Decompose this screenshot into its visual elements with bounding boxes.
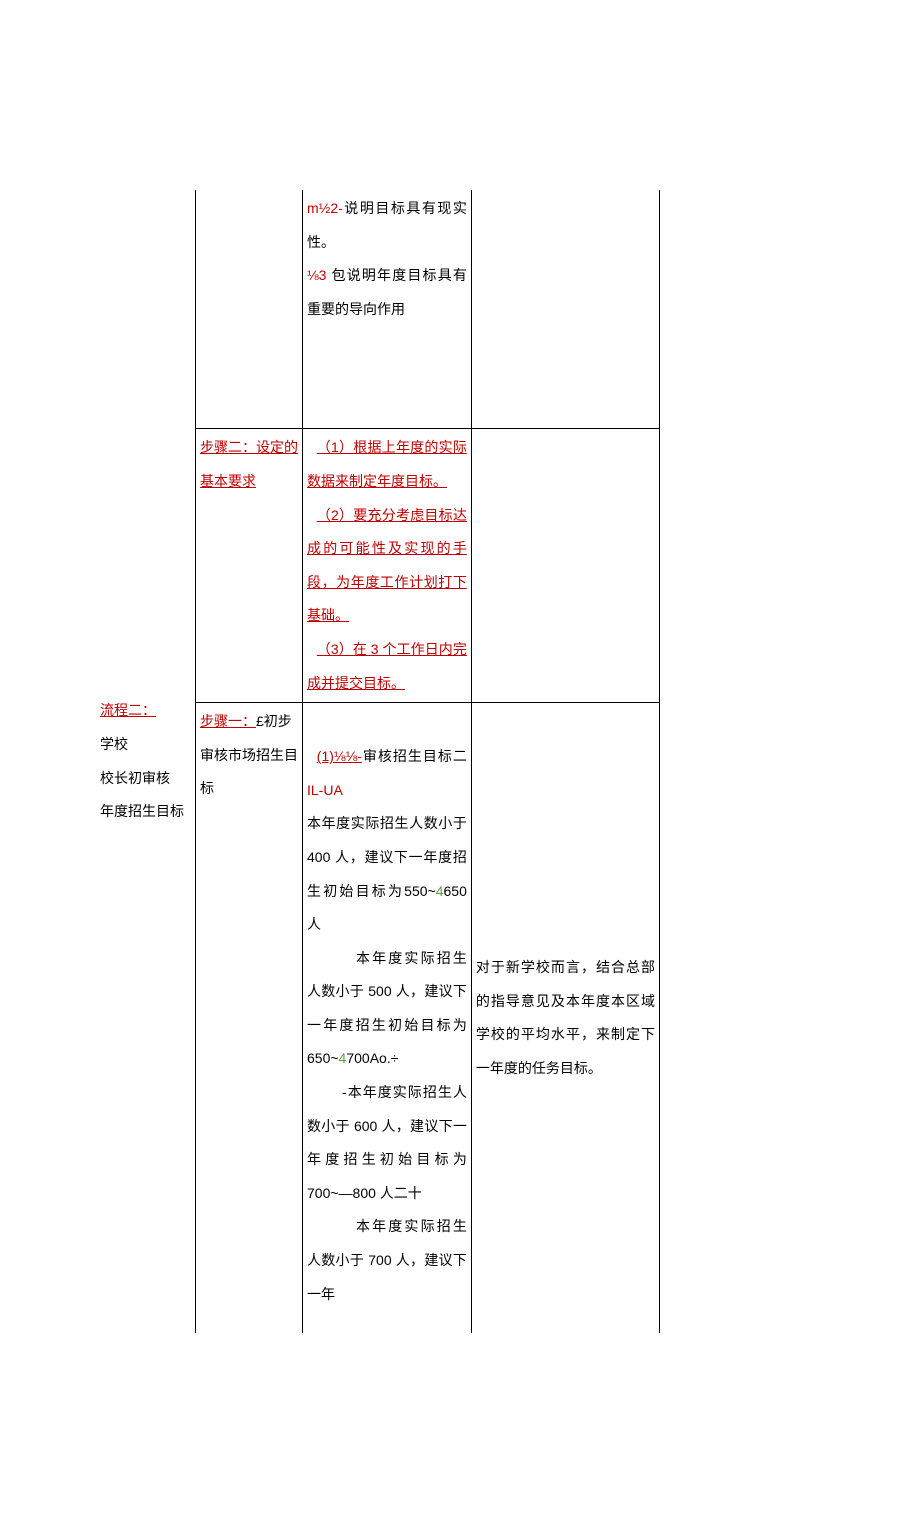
step1-link[interactable]: 步骤一： bbox=[200, 713, 256, 729]
row3-col1: 步骤一：£初步 审核市场招生目标 bbox=[196, 703, 303, 1334]
row3-link[interactable]: (1)⅛⅛- bbox=[317, 748, 362, 764]
row2-req3: （3）在 3 个工作日内完成并提交目标。 bbox=[307, 633, 467, 700]
row3-t1: 本年度实际招生人数小于 400 人，建议下一年度招生初始目标为550~4650 … bbox=[307, 807, 467, 941]
step1-line1: 步骤一：£初步 bbox=[200, 705, 298, 739]
row1-col2-para2: ⅛3 包说明年度目标具有重要的导向作用 bbox=[307, 259, 467, 326]
step2-line1: 步骤二：设定的 bbox=[200, 431, 298, 465]
req1-link[interactable]: （1）根据上年度的实际数据来制定年度目标。 bbox=[307, 439, 467, 489]
row3-t2: 本年度实际招生人数小于 500 人，建议下一年度招生初始目标为 650~4700… bbox=[307, 942, 467, 1076]
row1-col2: m½2-说明目标具有现实性。 ⅛3 包说明年度目标具有重要的导向作用 bbox=[303, 190, 472, 429]
row2-col2: （1）根据上年度的实际数据来制定年度目标。 （2）要充分考虑目标达成的可能性及实… bbox=[303, 429, 472, 703]
process-label-line1: 流程二：学校 bbox=[100, 694, 187, 761]
row1-col2-para1: m½2-说明目标具有现实性。 bbox=[307, 192, 467, 259]
page-content: 流程二：学校 校长初审核 年度招生目标 m½2-说明目标具有现实性。 ⅛3 包说… bbox=[100, 190, 820, 1333]
row1-col1 bbox=[196, 190, 303, 429]
process-label-line3: 年度招生目标 bbox=[100, 795, 187, 829]
step1-line2: 审核市场招生目标 bbox=[200, 739, 298, 806]
row1-col3 bbox=[471, 190, 659, 429]
content-table: m½2-说明目标具有现实性。 ⅛3 包说明年度目标具有重要的导向作用 步骤二：设… bbox=[195, 190, 660, 1333]
process-label: 流程二：学校 校长初审核 年度招生目标 bbox=[100, 694, 195, 828]
row3-col3: 对于新学校而言，结合总部的指导意见及本年度本区域学校的平均水平，来制定下一年度的… bbox=[471, 703, 659, 1334]
row3-t3: -本年度实际招生人数小于 600 人，建议下一年度招生初始目标为 700~—80… bbox=[307, 1076, 467, 1210]
row2-col3 bbox=[471, 429, 659, 703]
req3-link[interactable]: （3）在 3 个工作日内完成并提交目标。 bbox=[307, 641, 467, 691]
process-label-line2: 校长初审核 bbox=[100, 762, 187, 796]
step2-line2: 基本要求 bbox=[200, 465, 298, 499]
row3-col3-text: 对于新学校而言，结合总部的指导意见及本年度本区域学校的平均水平，来制定下一年度的… bbox=[476, 951, 655, 1085]
row2-req1: （1）根据上年度的实际数据来制定年度目标。 bbox=[307, 431, 467, 498]
row3-col2: (1)⅛⅛-审核招生目标二 IL-UA 本年度实际招生人数小于 400 人，建议… bbox=[303, 703, 472, 1334]
table-row: 步骤一：£初步 审核市场招生目标 (1)⅛⅛-审核招生目标二 IL-UA 本年度… bbox=[196, 703, 660, 1334]
req2-link[interactable]: （2）要充分考虑目标达成的可能性及实现的手段，为年度工作计划打下基础。 bbox=[307, 507, 467, 624]
table-row: 步骤二：设定的 基本要求 （1）根据上年度的实际数据来制定年度目标。 （2）要充… bbox=[196, 429, 660, 703]
row2-col1: 步骤二：设定的 基本要求 bbox=[196, 429, 303, 703]
process-link[interactable]: 流程二： bbox=[100, 702, 156, 718]
step2-link2[interactable]: 基本要求 bbox=[200, 473, 256, 489]
row3-t4: 本年度实际招生人数小于 700 人，建议下一年 bbox=[307, 1210, 467, 1311]
step2-link1[interactable]: 步骤二：设定的 bbox=[200, 439, 298, 455]
table-row: m½2-说明目标具有现实性。 ⅛3 包说明年度目标具有重要的导向作用 bbox=[196, 190, 660, 429]
row3-intro: (1)⅛⅛-审核招生目标二 IL-UA bbox=[307, 740, 467, 807]
row2-req2: （2）要充分考虑目标达成的可能性及实现的手段，为年度工作计划打下基础。 bbox=[307, 499, 467, 633]
